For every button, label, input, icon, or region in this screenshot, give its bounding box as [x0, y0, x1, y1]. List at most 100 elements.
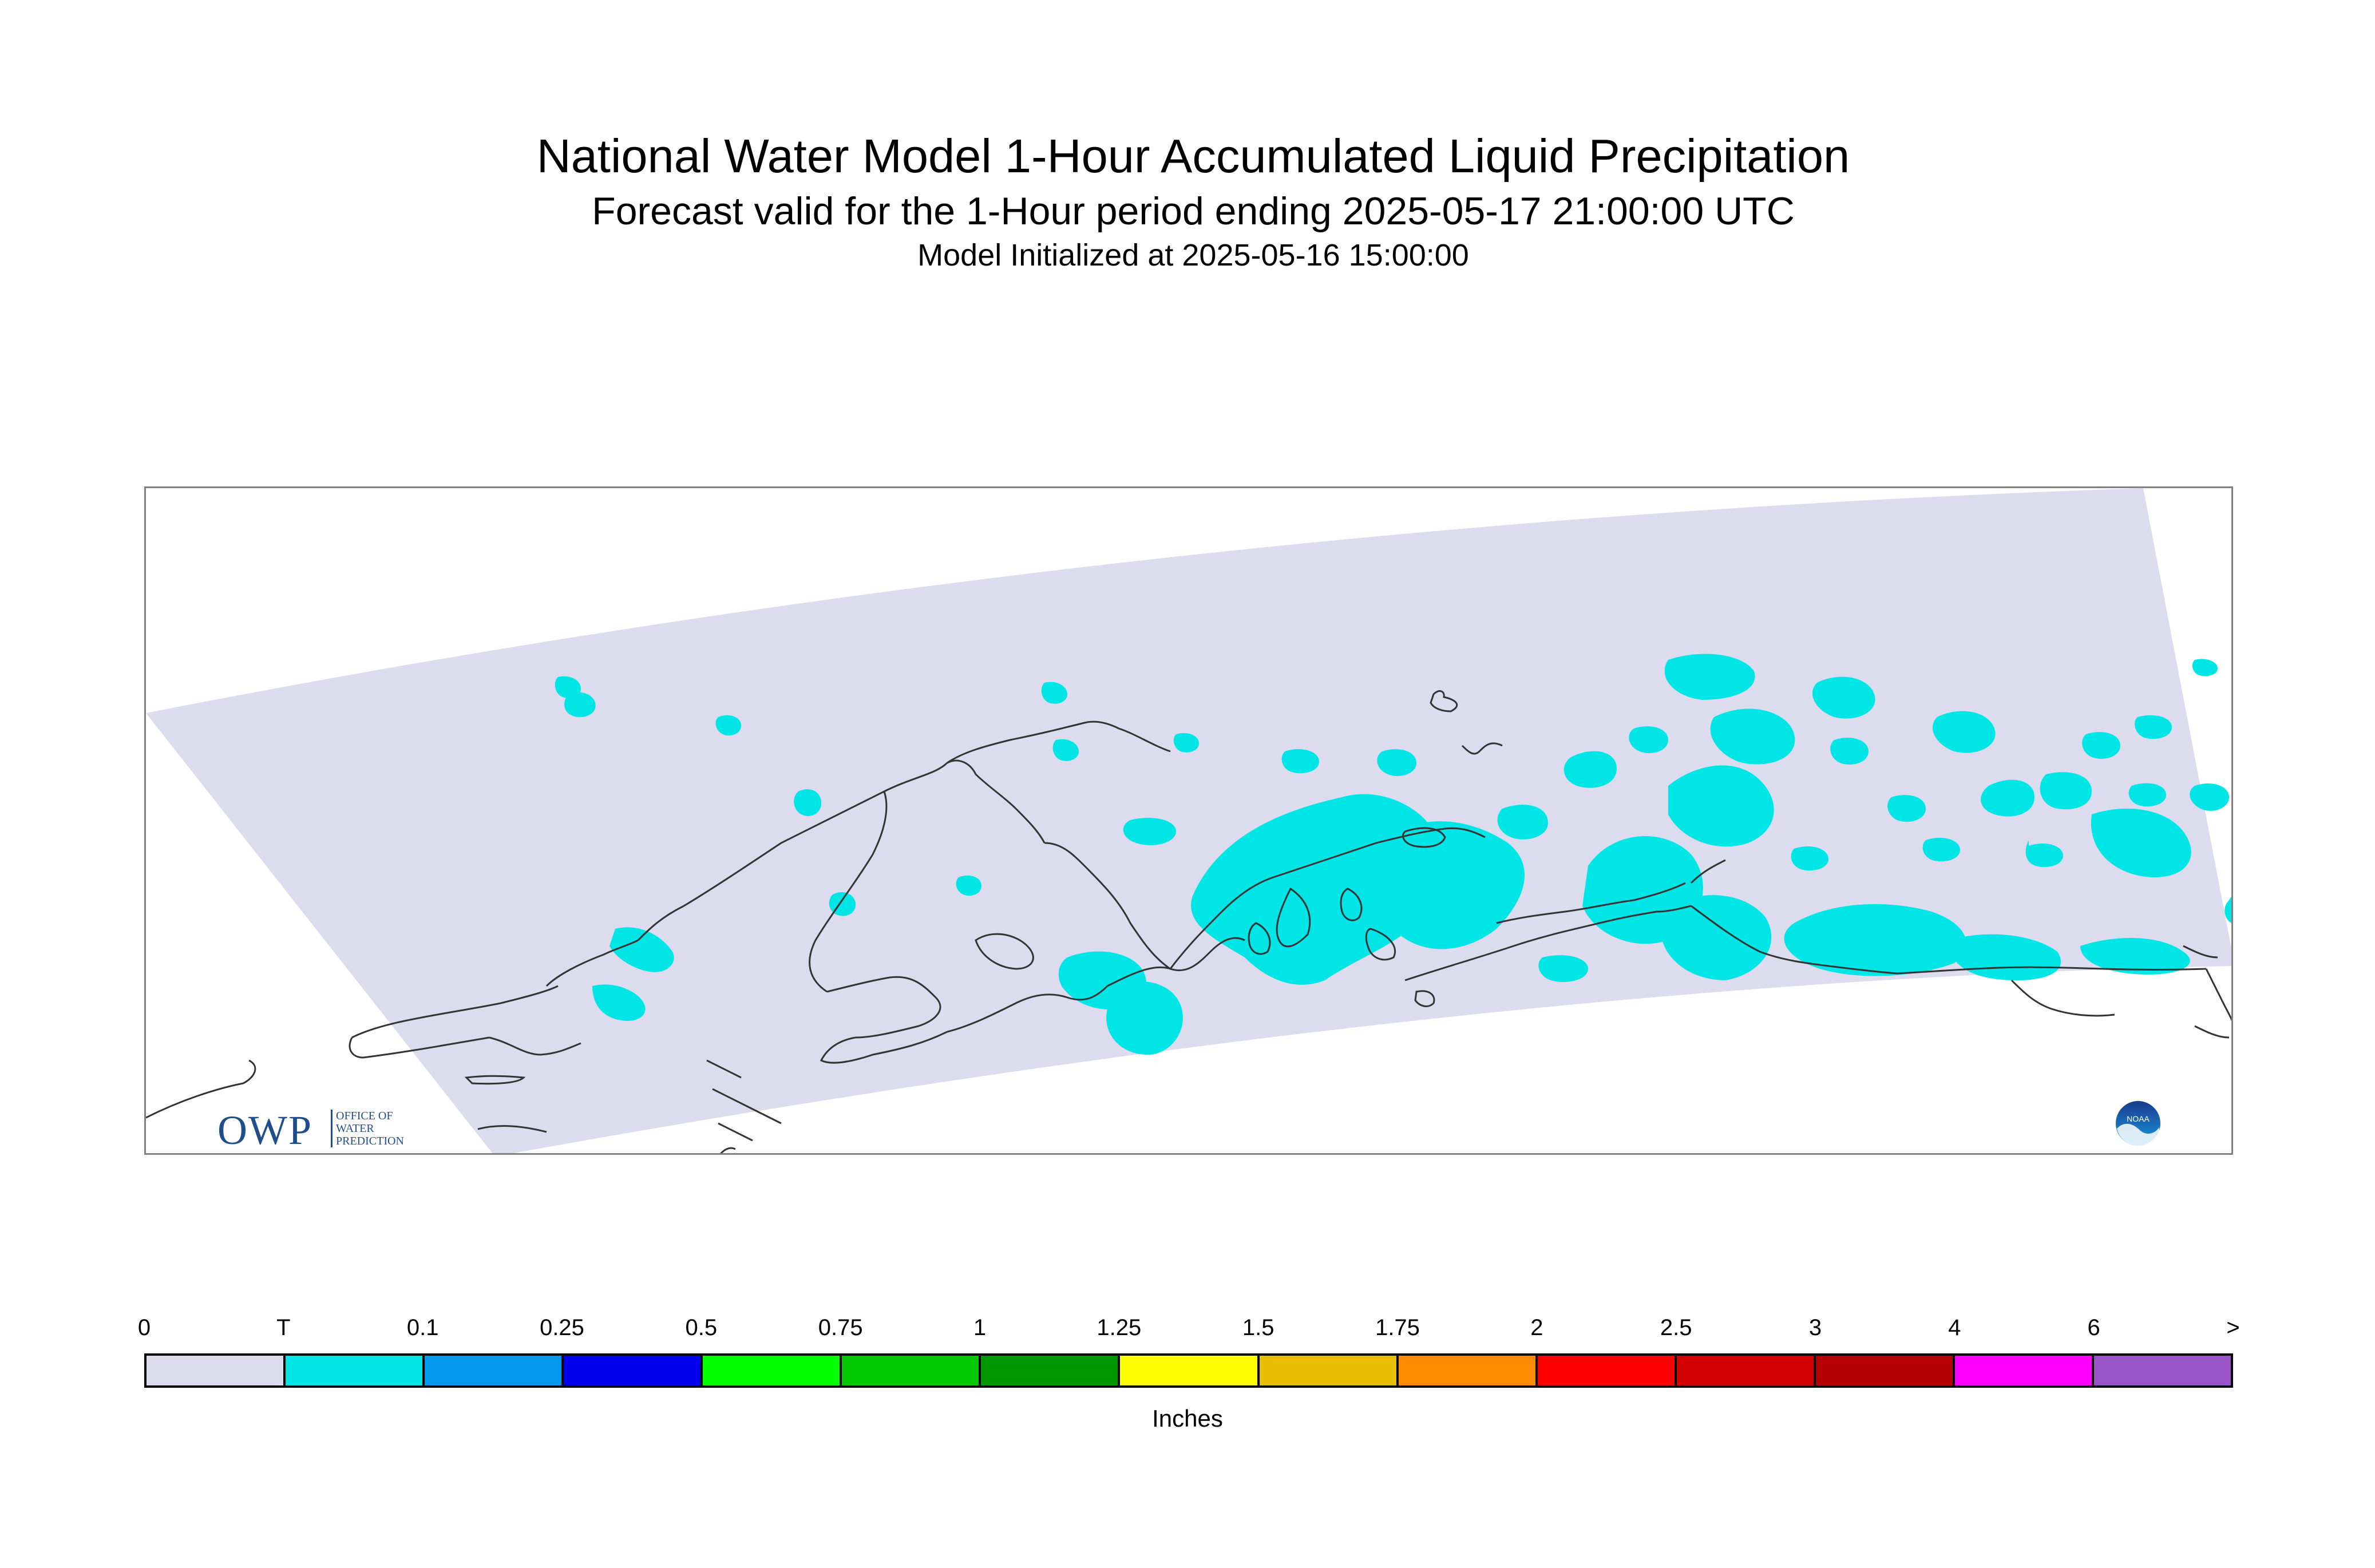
- coastline: [1404, 905, 1692, 981]
- coastline: [1691, 905, 1898, 975]
- precip-patch: [1812, 676, 1875, 719]
- coastline: [1402, 827, 1446, 848]
- colorbar-swatch: [703, 1356, 842, 1385]
- colorbar-swatch: [147, 1356, 286, 1385]
- coastline: [2194, 1025, 2230, 1039]
- precip-patch: [1791, 846, 1828, 871]
- coastline: [637, 762, 948, 941]
- map-canvas: [146, 488, 2231, 1153]
- precip-patch: [2080, 938, 2190, 975]
- precip-patch: [1281, 749, 1319, 774]
- precip-patch: [715, 715, 741, 736]
- colorbar-label: >: [2226, 1315, 2240, 1340]
- precip-patch: [1377, 749, 1416, 777]
- coastline: [1276, 887, 1311, 948]
- colorbar-swatch: [981, 1356, 1121, 1385]
- precip-patch: [1830, 738, 1869, 765]
- precip-patch: [555, 676, 581, 698]
- noaa-logo: NOAA: [2115, 1100, 2162, 1147]
- coastline: [975, 933, 1034, 970]
- precip-patch: [1660, 895, 1772, 980]
- precip-patch: [2192, 659, 2218, 676]
- precip-patch: [1106, 981, 1183, 1055]
- precip-patch: [2082, 732, 2120, 759]
- colorbar-swatch: [564, 1356, 703, 1385]
- map-subtitle: Forecast valid for the 1-Hour period end…: [592, 189, 1795, 233]
- colorbar-swatch: [1954, 1356, 2094, 1385]
- precip-patch: [2128, 783, 2166, 807]
- owp-logo-letters: OWP: [217, 1107, 312, 1153]
- coastline: [947, 720, 1171, 764]
- model-domain: [146, 488, 2231, 1153]
- coastline: [947, 985, 1109, 1033]
- colorbar-label: 0.25: [540, 1315, 584, 1340]
- precip-patch: [794, 789, 821, 817]
- colorbar-label: 4: [1948, 1315, 1961, 1340]
- precip-patch: [1041, 682, 1067, 704]
- colorbar-swatch: [842, 1356, 981, 1385]
- colorbar-label: 0.1: [406, 1315, 439, 1340]
- precip-patch: [592, 984, 646, 1021]
- colorbar-label: 1.25: [1097, 1315, 1142, 1340]
- colorbar-label: 1.75: [1375, 1315, 1420, 1340]
- colorbar-swatch: [1815, 1356, 1955, 1385]
- coastline: [718, 1122, 753, 1142]
- coastline: [1365, 928, 1396, 961]
- precip-patch: [1052, 739, 1079, 761]
- colorbar-label: 6: [2087, 1315, 2100, 1340]
- coastline: [826, 976, 941, 1039]
- colorbar-label: 2: [1530, 1315, 1543, 1340]
- coastline: [2205, 968, 2231, 1021]
- colorbar-label: 0.5: [685, 1315, 718, 1340]
- colorbar: [144, 1353, 2233, 1388]
- precip-patch: [1371, 821, 1525, 949]
- coastline: [720, 1147, 736, 1153]
- coastline: [712, 1088, 782, 1124]
- colorbar-label: 0: [137, 1315, 151, 1340]
- precip-patch: [1664, 654, 1755, 700]
- coastline: [1496, 882, 1686, 924]
- coastline: [1690, 859, 1726, 884]
- colorbar-label: 1: [973, 1315, 987, 1340]
- precip-patch: [2025, 840, 2063, 868]
- coastline: [1044, 842, 1171, 970]
- precip-patch: [1497, 805, 1548, 840]
- coastline: [477, 1125, 547, 1133]
- precip-patch: [2040, 772, 2092, 810]
- owp-logo: OWP OFFICE OF WATER PREDICTION: [217, 1107, 423, 1153]
- map-panel: [144, 486, 2233, 1155]
- colorbar-label: 2.5: [1660, 1315, 1692, 1340]
- coastline: [1414, 990, 1435, 1007]
- coastline: [351, 985, 559, 1039]
- coastline: [706, 1059, 742, 1079]
- coastline: [146, 1059, 256, 1119]
- coastline: [545, 939, 639, 987]
- colorbar-swatch: [1398, 1356, 1538, 1385]
- precip-patch: [1932, 711, 1996, 753]
- map-title: National Water Model 1-Hour Accumulated …: [536, 129, 1850, 183]
- coastline: [2183, 945, 2218, 959]
- coastline: [1169, 859, 1325, 969]
- coastline: [1107, 937, 1245, 987]
- colorbar-units: Inches: [1152, 1405, 1223, 1432]
- colorbar-label: 3: [1808, 1315, 1822, 1340]
- precip-patch: [1668, 765, 1774, 847]
- coastline: [2010, 979, 2115, 1017]
- owp-logo-subtext: OFFICE OF WATER PREDICTION: [331, 1110, 422, 1147]
- coastline: [1324, 827, 1486, 861]
- colorbar-swatch: [2093, 1356, 2231, 1385]
- precip-patch: [609, 927, 674, 972]
- precip-patch: [1922, 838, 1960, 862]
- precip-patch: [2135, 715, 2172, 739]
- precip-patch: [1563, 751, 1617, 788]
- precip-patch: [1123, 818, 1176, 845]
- precip-patch: [1173, 732, 1199, 753]
- colorbar-swatch: [1676, 1356, 1816, 1385]
- colorbar-swatch: [1537, 1356, 1677, 1385]
- precip-patch: [2190, 783, 2229, 811]
- colorbar-swatch: [286, 1356, 425, 1385]
- colorbar-label: 1.5: [1242, 1315, 1274, 1340]
- noaa-wave: [2117, 1123, 2159, 1146]
- colorbar-label: T: [276, 1315, 291, 1340]
- precip-patch: [2091, 809, 2191, 877]
